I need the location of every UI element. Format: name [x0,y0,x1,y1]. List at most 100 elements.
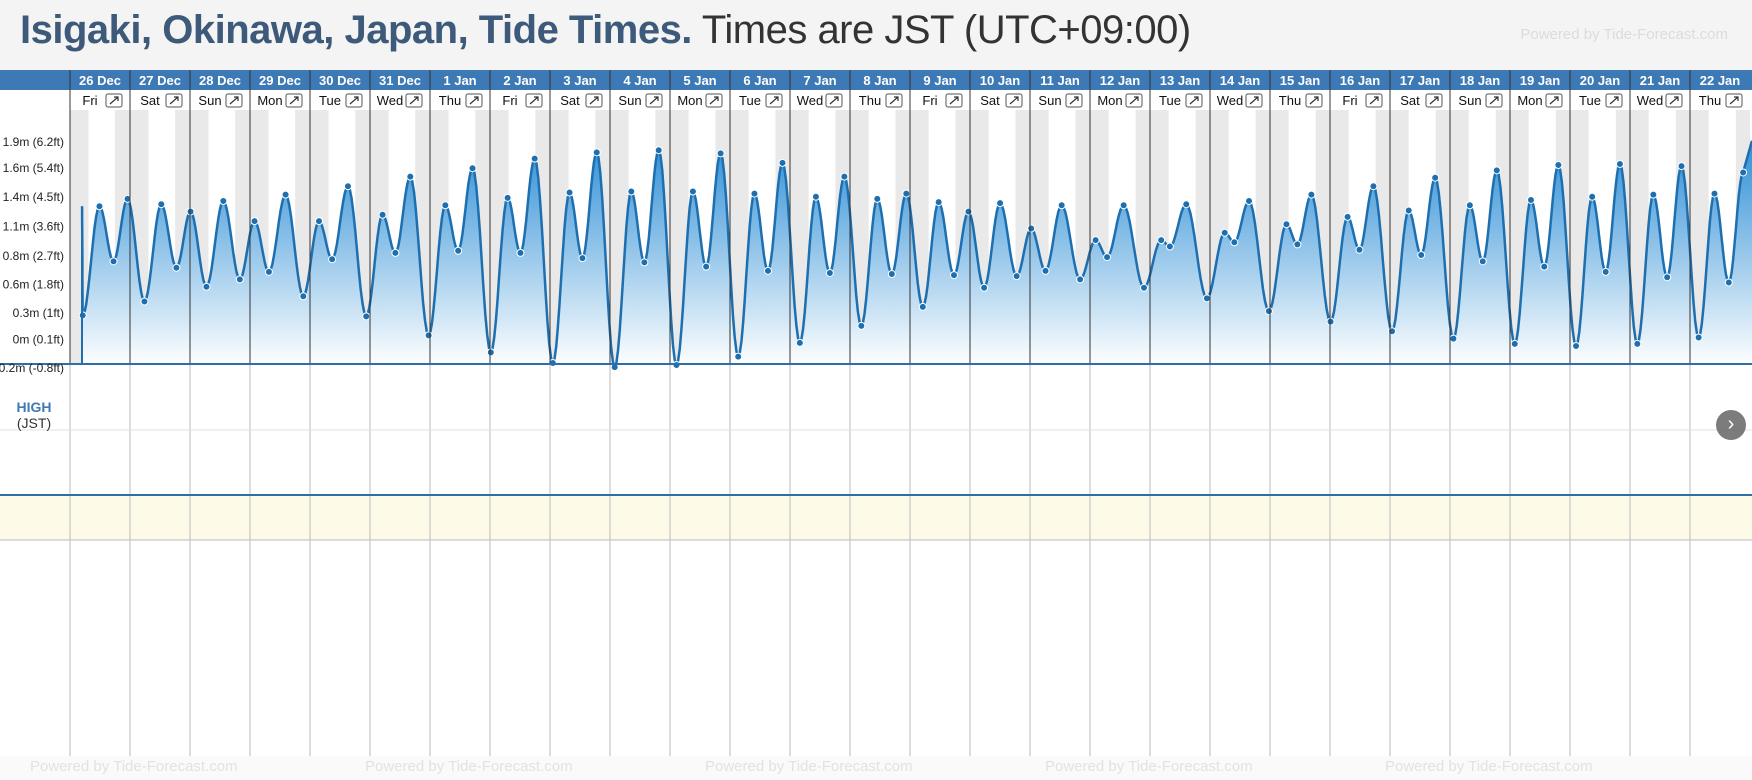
high-tide-point [964,207,973,216]
low-tide-point [980,283,989,292]
high-tide-point [1492,166,1501,175]
sun-row-background [0,496,1752,540]
weekday-label: Fri [922,93,937,108]
bottom-watermark-strip: Powered by Tide-Forecast.com Powered by … [0,756,1752,780]
low-tide-point [734,352,743,361]
expand-icon [1489,96,1499,105]
low-tide-point [516,248,525,257]
high-tide-point [378,210,387,219]
date-label: 3 Jan [563,73,596,88]
high-tide-point [902,189,911,198]
expand-icon [949,96,959,105]
low-tide-point [1663,273,1672,282]
high-tide-point [1307,190,1316,199]
high-tide-point [750,189,759,198]
low-tide-point [1540,262,1549,271]
high-tide-point [1526,195,1535,204]
page-title: Isigaki, Okinawa, Japan, Tide Times. Time… [20,8,1191,53]
high-tide-point [1739,168,1748,177]
weekday-label: Mon [1517,93,1542,108]
date-label: 30 Dec [319,73,361,88]
high-tide-point [157,200,166,209]
weekday-label: Mon [677,93,702,108]
y-tick-label: 1.4m (4.5ft) [3,190,64,204]
chart-labels: 1.9m (6.2ft) 1.6m (5.4ft) 1.4m (4.5ft) 1.1m… [0,73,1743,431]
expand-icon [349,96,359,105]
date-header-bar [0,70,1752,90]
low-tide-point [1012,272,1021,281]
low-tide-point [109,257,118,266]
y-tick-label: 0.3m (1ft) [13,306,64,320]
low-tide-point [362,312,371,321]
high-tide-point [627,187,636,196]
expand-icon [709,96,719,105]
high-tide-point [1057,201,1066,210]
low-tide-point [795,338,804,347]
high-tide-point [530,154,539,163]
weekday-label: Sat [980,93,1000,108]
date-label: 4 Jan [623,73,656,88]
low-tide-point [1601,267,1610,276]
expand-icon [169,96,179,105]
low-tide-point [950,271,958,280]
expand-icon [1309,96,1319,105]
weekday-label: Tue [739,93,761,108]
high-tide-point [1157,236,1166,245]
low-tide-point [1103,253,1112,262]
title-timezone: Times are JST (UTC+09:00) [701,8,1191,52]
weekday-label: Sat [140,93,160,108]
low-tide-point [1202,294,1211,303]
powered-by-watermark: Powered by Tide-Forecast.com [365,758,573,775]
expand-icon [229,96,239,105]
scroll-right-icon[interactable]: › [1716,410,1746,440]
high-tide-point [441,201,450,210]
low-tide-point [202,282,211,291]
weekday-label: Mon [1097,93,1122,108]
weekday-label: Sun [1038,93,1061,108]
weekday-label: Thu [439,93,461,108]
low-tide-point [857,321,866,330]
high-tide-point [468,164,477,173]
high-tide-point [592,148,601,157]
weekday-label: Sat [560,93,580,108]
high-tide-point [1431,173,1440,182]
high-tide-point [688,187,697,196]
weekday-label: Thu [1699,93,1721,108]
high-tide-point [716,149,725,158]
low-tide-point [672,361,681,370]
expand-icon [1129,96,1139,105]
expand-icon [1069,96,1079,105]
high-tide-point [654,146,663,155]
high-tide-point [1554,161,1563,170]
date-label: 9 Jan [923,73,956,88]
low-tide-point [1417,250,1426,259]
high-tide-point [1091,236,1100,245]
y-tick-label: 1.6m (5.4ft) [3,161,64,175]
expand-icon [1549,96,1559,105]
weekday-label: Sun [1458,93,1481,108]
expand-icon [409,96,419,105]
low-tide-point [887,270,896,279]
low-tide-point [1633,339,1642,348]
expand-icon [1249,96,1259,105]
title-place: Isigaki, Okinawa, Japan, Tide Times. [20,8,692,52]
weekday-label: Sat [1400,93,1420,108]
date-label: 18 Jan [1460,73,1501,88]
expand-icon [1189,96,1199,105]
expand-icon [1669,96,1679,105]
expand-icon [1369,96,1379,105]
high-tide-point [123,194,132,203]
y-tick-label: 1.9m (6.2ft) [3,135,64,149]
expand-icon [889,96,899,105]
date-label: 21 Jan [1640,73,1681,88]
date-label: 20 Jan [1580,73,1621,88]
date-label: 11 Jan [1040,73,1080,88]
low-tide-point [424,331,433,340]
powered-by-watermark: Powered by Tide-Forecast.com [705,758,913,775]
expand-icon [649,96,659,105]
high-tide-point [811,192,820,201]
low-tide-point [1165,242,1174,251]
low-tide-point [1449,334,1458,343]
high-tide-point [1220,228,1229,237]
low-tide-point [1510,339,1519,348]
